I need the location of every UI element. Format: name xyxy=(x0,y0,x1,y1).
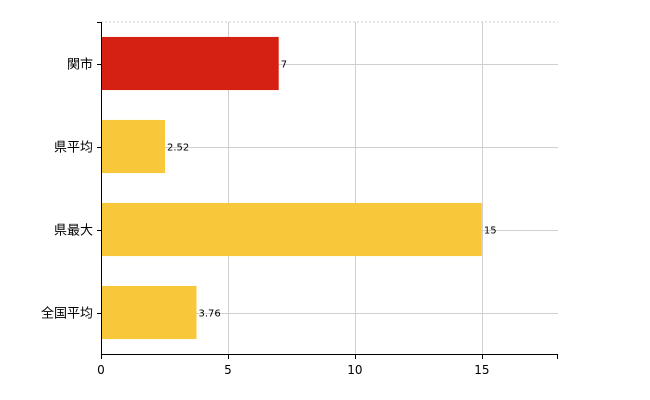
category-label-2: 県最大 xyxy=(54,224,93,239)
axes xyxy=(97,22,558,359)
bar-0 xyxy=(101,36,279,91)
category-label-3: 全国平均 xyxy=(41,306,93,322)
data-label-1: 2.52 xyxy=(167,143,189,154)
bar-3 xyxy=(101,285,197,340)
category-label-0: 関市 xyxy=(67,57,93,73)
x-tick-label-2: 10 xyxy=(347,363,362,377)
labels: 7 関市 2.52 県平均 15 県最大 3.76 全国平均 0 5 10 15 xyxy=(41,57,497,378)
x-tick-label-0: 0 xyxy=(97,363,105,377)
bar-2 xyxy=(101,202,482,257)
bar-1 xyxy=(101,119,165,174)
data-label-0: 7 xyxy=(281,60,287,71)
category-label-1: 県平均 xyxy=(54,141,93,156)
data-label-3: 3.76 xyxy=(198,309,220,320)
bars xyxy=(101,36,482,340)
x-tick-label-1: 5 xyxy=(224,363,232,377)
x-tick-label-3: 15 xyxy=(474,363,489,377)
data-label-2: 15 xyxy=(484,226,497,237)
